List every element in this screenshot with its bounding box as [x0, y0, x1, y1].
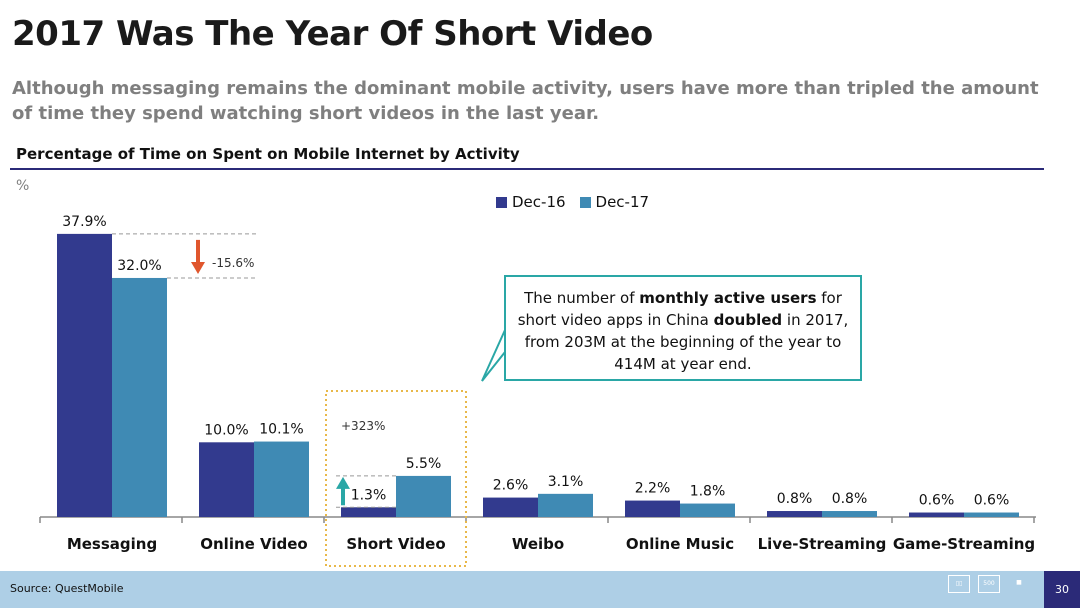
data-label-online-music-dec-16: 2.2%	[635, 481, 671, 497]
bar-online-video-dec-17	[254, 441, 309, 517]
callout-pointer	[481, 329, 506, 382]
legend-item-dec16: Dec-16	[496, 193, 566, 211]
down-arrow-shaft	[196, 239, 200, 264]
messaging-change-label: -15.6%	[212, 256, 255, 270]
short-video-change-label: +323%	[341, 419, 386, 433]
short-video-highlight-box	[325, 390, 467, 567]
data-label-online-video-dec-17: 10.1%	[259, 422, 303, 438]
bars-group: 37.9% 32.0% Messaging 10.0% 10.1% Online Vide…	[39, 214, 1036, 553]
bar-online-video-dec-16	[199, 442, 254, 517]
category-label-game-streaming: Game-Streaming	[893, 535, 1035, 553]
page-subtitle: Although messaging remains the dominant …	[12, 78, 1039, 124]
page-number: 30	[1044, 571, 1080, 608]
up-arrow-shaft	[341, 487, 345, 506]
data-label-weibo-dec-17: 3.1%	[548, 474, 584, 490]
bar-game-streaming-dec-17	[964, 512, 1019, 517]
data-label-online-music-dec-17: 1.8%	[690, 484, 726, 500]
annotations-group	[112, 233, 506, 567]
bar-messaging-dec-16	[57, 233, 112, 517]
chart-title: Percentage of Time on Spent on Mobile In…	[16, 145, 520, 163]
category-label-short-video: Short Video	[346, 535, 445, 553]
footer-logos: ▯▯ 500 ■	[948, 575, 1030, 593]
data-label-messaging-dec-17: 32.0%	[117, 258, 161, 274]
bar-game-streaming-dec-16	[909, 512, 964, 517]
bar-online-music-dec-17	[680, 503, 735, 517]
callout-emphasis-mau: monthly active users	[639, 289, 817, 307]
category-label-online-music: Online Music	[626, 535, 734, 553]
legend-swatch-dec16	[496, 196, 507, 208]
y-axis-unit: %	[16, 178, 30, 194]
callout-emphasis-doubled: doubled	[713, 311, 783, 329]
page-title: 2017 Was The Year Of Short Video	[12, 14, 653, 54]
legend-label-dec16: Dec-16	[512, 193, 566, 211]
data-label-online-video-dec-16: 10.0%	[204, 422, 248, 438]
callout-text-2: for short video apps in China	[517, 289, 842, 329]
data-label-live-streaming-dec-17: 0.8%	[832, 491, 868, 507]
bar-short-video-dec-16	[341, 507, 396, 517]
data-label-game-streaming-dec-17: 0.6%	[974, 493, 1010, 509]
callout-box: The number of monthly active users for s…	[504, 275, 862, 381]
bar-chart: 37.9% 32.0% Messaging 10.0% 10.1% Online Vide…	[39, 214, 1036, 567]
startup-newsletter-logo-icon: ■	[1016, 579, 1022, 586]
imr-logo-icon: ▯▯	[948, 575, 970, 593]
up-arrow-icon	[336, 476, 350, 489]
chart-legend: Dec-16 Dec-17	[496, 193, 649, 211]
data-label-game-streaming-dec-16: 0.6%	[919, 493, 955, 509]
500-logo-icon: 500	[978, 575, 1000, 593]
down-arrow-icon	[191, 261, 205, 274]
category-label-online-video: Online Video	[200, 535, 308, 553]
legend-item-dec17: Dec-17	[579, 193, 650, 211]
data-label-messaging-dec-16: 37.9%	[62, 214, 106, 230]
source-note: Source: QuestMobile	[10, 582, 124, 595]
data-label-weibo-dec-16: 2.6%	[493, 478, 529, 494]
category-label-weibo: Weibo	[512, 535, 564, 553]
bar-online-music-dec-16	[625, 500, 680, 517]
bar-short-video-dec-17	[396, 475, 451, 517]
callout-text-3: in 2017, from 203M at the beginning of t…	[524, 311, 849, 373]
data-label-short-video-dec-17: 5.5%	[406, 456, 442, 472]
legend-swatch-dec17	[579, 196, 591, 208]
callout-text-1: The number of	[524, 289, 640, 307]
title-divider	[10, 168, 1044, 170]
category-label-messaging: Messaging	[67, 535, 157, 553]
bar-messaging-dec-17	[112, 277, 167, 517]
legend-label-dec17: Dec-17	[595, 193, 650, 211]
footer-bar: Source: QuestMobile ▯▯ 500 ■ 30	[0, 571, 1080, 608]
category-label-live-streaming: Live-Streaming	[758, 535, 887, 553]
bar-weibo-dec-16	[483, 497, 538, 517]
bar-weibo-dec-17	[538, 493, 593, 517]
data-label-short-video-dec-16: 1.3%	[351, 487, 387, 503]
data-label-live-streaming-dec-16: 0.8%	[777, 491, 813, 507]
bar-live-streaming-dec-17	[822, 511, 877, 517]
bar-live-streaming-dec-16	[767, 511, 822, 517]
